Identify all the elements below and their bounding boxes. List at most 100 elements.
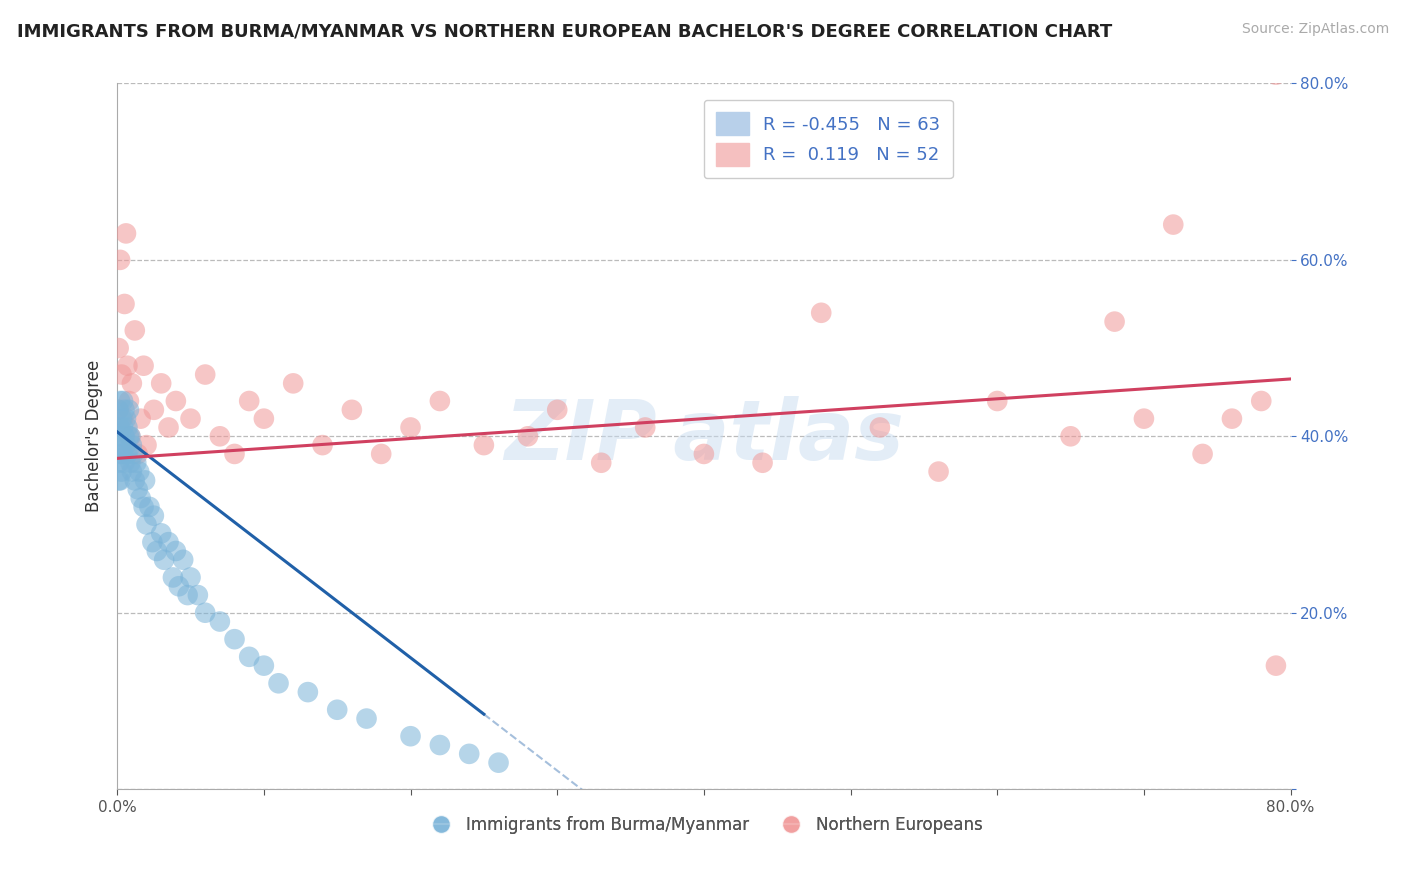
Point — [238, 394, 260, 409]
Point — [751, 456, 773, 470]
Point — [107, 341, 129, 355]
Point — [283, 376, 305, 391]
Point — [107, 429, 129, 443]
Point — [1220, 411, 1243, 425]
Point — [134, 474, 156, 488]
Point — [108, 474, 131, 488]
Point — [267, 676, 290, 690]
Point — [1191, 447, 1213, 461]
Point — [208, 429, 231, 443]
Point — [693, 447, 716, 461]
Point — [112, 411, 135, 425]
Point — [107, 474, 129, 488]
Point — [153, 553, 176, 567]
Point — [110, 465, 132, 479]
Text: ZIP atlas: ZIP atlas — [503, 396, 904, 477]
Point — [118, 394, 141, 409]
Point — [297, 685, 319, 699]
Point — [472, 438, 495, 452]
Point — [157, 535, 180, 549]
Point — [121, 465, 143, 479]
Point — [107, 456, 129, 470]
Point — [370, 447, 392, 461]
Point — [138, 500, 160, 514]
Point — [108, 420, 131, 434]
Point — [1250, 394, 1272, 409]
Point — [176, 588, 198, 602]
Point — [110, 411, 132, 425]
Point — [162, 570, 184, 584]
Point — [117, 447, 139, 461]
Legend: Immigrants from Burma/Myanmar, Northern Europeans: Immigrants from Burma/Myanmar, Northern … — [418, 809, 990, 841]
Point — [488, 756, 510, 770]
Point — [117, 420, 139, 434]
Point — [810, 306, 832, 320]
Point — [180, 570, 202, 584]
Point — [121, 376, 143, 391]
Point — [115, 411, 138, 425]
Point — [114, 429, 136, 443]
Point — [128, 465, 150, 479]
Point — [108, 394, 131, 409]
Point — [516, 429, 538, 443]
Point — [165, 544, 187, 558]
Point — [150, 526, 173, 541]
Point — [1133, 411, 1156, 425]
Point — [1059, 429, 1081, 443]
Point — [356, 712, 378, 726]
Point — [172, 553, 194, 567]
Point — [194, 368, 217, 382]
Point — [127, 447, 149, 461]
Point — [1104, 315, 1126, 329]
Point — [1264, 658, 1286, 673]
Point — [253, 658, 276, 673]
Point — [114, 456, 136, 470]
Point — [142, 508, 165, 523]
Point — [108, 447, 131, 461]
Point — [115, 227, 138, 241]
Point — [399, 729, 422, 743]
Point — [110, 368, 132, 382]
Point — [928, 465, 950, 479]
Point — [135, 517, 157, 532]
Point — [135, 438, 157, 452]
Point — [311, 438, 333, 452]
Point — [167, 579, 190, 593]
Point — [118, 402, 141, 417]
Point — [869, 420, 891, 434]
Point — [125, 456, 148, 470]
Y-axis label: Bachelor's Degree: Bachelor's Degree — [86, 360, 103, 512]
Point — [112, 420, 135, 434]
Point — [114, 297, 136, 311]
Point — [591, 456, 613, 470]
Point — [114, 402, 136, 417]
Point — [129, 491, 152, 505]
Text: Source: ZipAtlas.com: Source: ZipAtlas.com — [1241, 22, 1389, 37]
Point — [122, 447, 145, 461]
Point — [112, 447, 135, 461]
Point — [150, 376, 173, 391]
Point — [146, 544, 169, 558]
Point — [429, 738, 451, 752]
Point — [141, 535, 163, 549]
Point — [129, 411, 152, 425]
Point — [108, 252, 131, 267]
Point — [127, 482, 149, 496]
Point — [429, 394, 451, 409]
Point — [224, 447, 246, 461]
Point — [110, 438, 132, 452]
Point — [120, 429, 142, 443]
Point — [238, 649, 260, 664]
Point — [986, 394, 1008, 409]
Point — [326, 703, 349, 717]
Point — [634, 420, 657, 434]
Point — [112, 394, 135, 409]
Point — [180, 411, 202, 425]
Point — [120, 456, 142, 470]
Point — [157, 420, 180, 434]
Point — [115, 438, 138, 452]
Point — [142, 402, 165, 417]
Point — [194, 606, 217, 620]
Point — [165, 394, 187, 409]
Point — [120, 429, 142, 443]
